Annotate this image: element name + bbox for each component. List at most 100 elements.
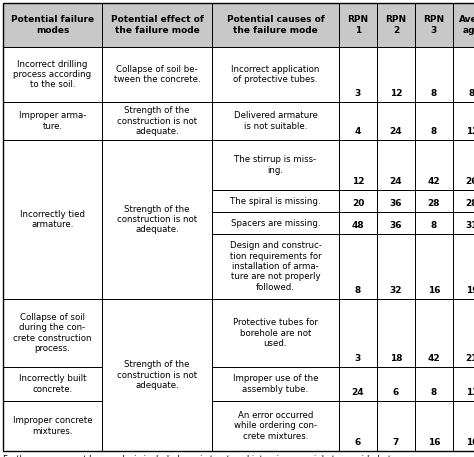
Text: 8: 8 [431,221,437,230]
Text: 28: 28 [466,199,474,208]
Text: 18: 18 [390,354,402,363]
Bar [415,234,453,299]
Bar [415,3,453,47]
Text: 8: 8 [355,286,361,295]
Bar [212,190,339,212]
Text: 6: 6 [355,438,361,447]
Bar [102,47,212,102]
Bar [415,47,453,102]
Text: Delivered armature
is not suitable.: Delivered armature is not suitable. [234,112,318,131]
Text: Design and construc-
tion requirements for
installation of arma-
ture are not pr: Design and construc- tion requirements f… [229,241,321,292]
Bar [415,367,453,401]
Text: 8: 8 [431,388,437,397]
Text: 3: 3 [355,354,361,363]
Bar [212,3,339,47]
Text: 8: 8 [469,89,474,98]
Bar [102,299,212,451]
Bar [453,212,474,234]
Bar [415,190,453,212]
Bar [377,401,415,451]
Text: 8: 8 [431,127,437,136]
Text: 31: 31 [466,221,474,230]
Bar [3,140,102,299]
Text: 10: 10 [466,438,474,447]
Text: 24: 24 [390,127,402,136]
Text: Collapse of soil be-
tween the concrete.: Collapse of soil be- tween the concrete. [114,65,201,84]
Bar [377,212,415,234]
Text: Improper use of the
assembly tube.: Improper use of the assembly tube. [233,374,318,393]
Bar [339,212,377,234]
Text: Incorrectly built
concrete.: Incorrectly built concrete. [19,374,86,393]
Bar [453,102,474,140]
Text: 12: 12 [352,177,364,186]
Bar [3,47,102,102]
Text: 16: 16 [428,286,440,295]
Bar [453,47,474,102]
Text: 28: 28 [428,199,440,208]
Bar [453,234,474,299]
Bar [377,102,415,140]
Text: Improper arma-
ture.: Improper arma- ture. [19,112,86,131]
Bar [377,47,415,102]
Bar [339,401,377,451]
Bar [453,190,474,212]
Text: Improper concrete
mixtures.: Improper concrete mixtures. [13,416,92,436]
Bar [339,140,377,190]
Bar [212,299,339,367]
Bar [102,140,212,299]
Bar [3,401,102,451]
Text: Incorrect drilling
process according
to the soil.: Incorrect drilling process according to … [13,59,91,90]
Bar [212,47,339,102]
Text: The spiral is missing.: The spiral is missing. [230,197,321,206]
Bar [339,3,377,47]
Text: The stirrup is miss-
ing.: The stirrup is miss- ing. [234,155,317,175]
Text: Aver-
age: Aver- age [458,15,474,35]
Text: 13: 13 [466,388,474,397]
Bar [212,367,339,401]
Bar [102,102,212,140]
Text: 12: 12 [390,89,402,98]
Bar [212,140,339,190]
Bar [3,3,102,47]
Text: 20: 20 [352,199,364,208]
Bar [339,367,377,401]
Text: RPN
2: RPN 2 [385,15,407,35]
Text: Potential failure
modes: Potential failure modes [11,15,94,35]
Text: Protective tubes for
borehole are not
used.: Protective tubes for borehole are not us… [233,318,318,348]
Text: 21: 21 [466,354,474,363]
Text: 6: 6 [393,388,399,397]
Bar [453,3,474,47]
Bar [3,367,102,401]
Bar [212,401,339,451]
Text: Incorrect application
of protective tubes.: Incorrect application of protective tube… [231,65,319,84]
Bar [377,367,415,401]
Text: An error occurred
while ordering con-
crete mixtures.: An error occurred while ordering con- cr… [234,411,317,441]
Text: 36: 36 [390,199,402,208]
Text: Potential causes of
the failure mode: Potential causes of the failure mode [227,15,324,35]
Bar [377,299,415,367]
Text: Strength of the
construction is not
adequate.: Strength of the construction is not adeq… [117,106,197,136]
Bar [377,234,415,299]
Text: 4: 4 [355,127,361,136]
Bar [339,190,377,212]
Text: 19: 19 [465,286,474,295]
Text: 42: 42 [428,177,440,186]
Bar [415,299,453,367]
Text: Furthermore, a post hoc analysis included semi-structured interviews, mainly to : Furthermore, a post hoc analysis include… [3,455,394,457]
Text: 7: 7 [393,438,399,447]
Bar [453,367,474,401]
Text: 3: 3 [355,89,361,98]
Bar [339,234,377,299]
Bar [102,3,212,47]
Bar [453,401,474,451]
Text: Incorrectly tied
armature.: Incorrectly tied armature. [20,210,85,229]
Text: Spacers are missing.: Spacers are missing. [231,218,320,228]
Bar [3,102,102,140]
Bar [377,3,415,47]
Text: 32: 32 [390,286,402,295]
Text: 8: 8 [431,89,437,98]
Bar [339,299,377,367]
Bar [415,140,453,190]
Bar [3,299,102,367]
Bar [377,190,415,212]
